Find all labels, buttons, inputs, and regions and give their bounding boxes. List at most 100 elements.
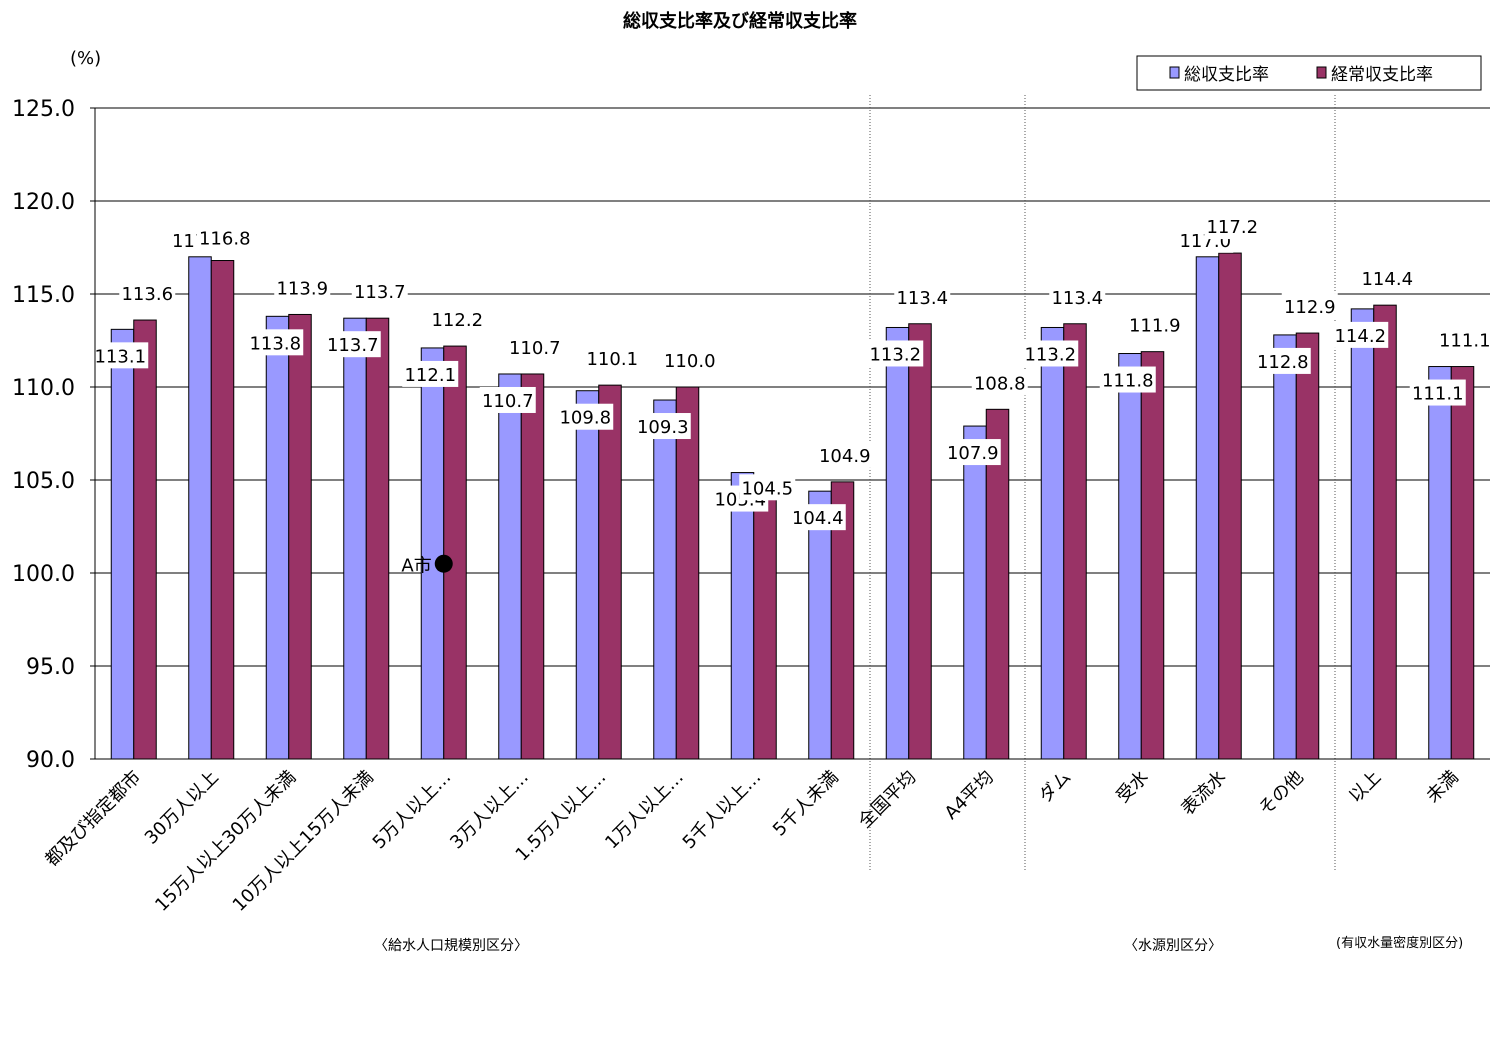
a-city-marker: A市: [401, 554, 453, 577]
label-bg: [789, 504, 846, 531]
legend-swatch-total: [1169, 66, 1180, 79]
label-bg: [739, 474, 796, 501]
label-bg: [402, 360, 459, 387]
data-label-ordinary: 108.8: [974, 373, 1026, 394]
bar-total: [110, 328, 135, 760]
bar-ordinary: [1295, 332, 1320, 760]
label-bg: [1204, 213, 1261, 240]
label-bg: [274, 274, 331, 301]
data-label-ordinary: 113.7: [354, 282, 406, 303]
data-label-total: 113.1: [94, 346, 146, 367]
x-tick-label: 受水: [1112, 767, 1152, 807]
x-tick-label: 5千人未満: [769, 767, 843, 841]
data-label-ordinary: 113.9: [276, 278, 328, 299]
label-bg: [92, 342, 149, 369]
y-tick-label: 120.0: [12, 190, 75, 215]
data-label-ordinary: 111.1: [1439, 331, 1491, 352]
label-bg: [479, 386, 536, 413]
y-tick-label: 95.0: [26, 655, 75, 680]
data-label-ordinary: 112.9: [1284, 297, 1336, 318]
bar-total: [1040, 326, 1065, 760]
label-bg: [661, 347, 718, 373]
legend: 総収支比率 経常収支比率: [1136, 55, 1482, 91]
y-tick-label: 100.0: [12, 562, 75, 587]
data-label-total: 112.1: [404, 365, 456, 386]
bar-total: [498, 373, 522, 760]
x-tick-label: 1万人以上…: [601, 767, 688, 854]
bar-total: [1428, 366, 1452, 760]
data-label-ordinary: 110.0: [664, 351, 716, 372]
bar-total: [575, 390, 600, 760]
label-bg: [584, 345, 641, 372]
label-bg: [351, 278, 408, 305]
data-label-total: 109.8: [559, 408, 611, 429]
x-tick-label: 5千人以上…: [679, 767, 766, 854]
data-label-total: 110.7: [482, 391, 534, 412]
label-bg: [1099, 366, 1156, 393]
label-bg: [1409, 379, 1466, 406]
data-label-ordinary: 104.5: [741, 478, 793, 499]
x-tick-label: ダム: [1035, 767, 1075, 807]
data-label-total: 114.2: [1334, 326, 1386, 347]
data-label-ordinary: 113.4: [896, 288, 948, 309]
y-tick-label: 90.0: [26, 748, 75, 773]
label-bg: [971, 369, 1028, 396]
data-label-total: 112.8: [1257, 352, 1309, 373]
label-bg: [429, 306, 486, 333]
data-label-ordinary: 110.1: [586, 349, 638, 370]
data-label-total: 111.1: [1412, 384, 1464, 405]
bar-ordinary: [753, 488, 777, 760]
x-tick-label: 表流水: [1177, 767, 1230, 820]
data-label-ordinary: 112.2: [431, 310, 483, 331]
bar-total: [265, 315, 290, 760]
label-bg: [867, 340, 924, 367]
data-label-total: 109.3: [637, 417, 689, 438]
data-label-ordinary: 104.9: [819, 446, 871, 467]
bar-ordinary: [1140, 351, 1165, 760]
data-label-total: 113.8: [249, 333, 301, 354]
label-bg: [1281, 293, 1338, 320]
bar-ordinary: [1450, 366, 1475, 760]
x-tick-label: 未満: [1422, 767, 1462, 807]
x-tick-label: 以上: [1345, 767, 1385, 807]
label-bg: [557, 403, 614, 430]
bar-ordinary: [598, 384, 622, 760]
x-tick-label: 15万人以上30万人未満: [151, 767, 300, 916]
x-tick-label: 3万人以上…: [446, 767, 533, 854]
data-label-ordinary: 111.9: [1129, 316, 1181, 337]
label-bg: [1436, 326, 1493, 353]
data-label-ordinary: 116.8: [199, 229, 251, 250]
y-axis-unit: (%): [70, 48, 101, 69]
bar-total: [963, 425, 987, 760]
x-tick-labels: 都及び指定都市30万人以上15万人以上30万人未満10万人以上15万人未満5万人…: [41, 767, 1462, 916]
label-bg: [1332, 321, 1389, 348]
data-labels: 113.1113.6117.0116.8113.8113.9113.7113.7…: [92, 213, 1493, 531]
bar-total: [1118, 353, 1142, 760]
y-tick-label: 110.0: [12, 376, 75, 401]
label-bg: [1359, 265, 1416, 292]
data-label-total: 113.2: [1024, 344, 1076, 365]
bar-total: [885, 326, 910, 760]
bar-ordinary: [1373, 304, 1397, 760]
bar-ordinary: [1218, 252, 1242, 760]
x-tick-label: 都及び指定都市: [41, 767, 145, 871]
y-tick-labels: 125.0 120.0 115.0 110.0 105.0 100.0 95.0 90.0: [12, 97, 75, 773]
bar-total: [808, 490, 832, 760]
x-tick-label: 10万人以上15万人未満: [229, 767, 378, 916]
group-labels: 〈給水人口規模別区分〉 〈水源別区分〉 (有収水量密度別区分): [374, 935, 1463, 954]
bar-ordinary: [365, 317, 390, 760]
bar-total: [653, 399, 677, 760]
label-bg: [894, 283, 951, 310]
label-bg: [196, 224, 253, 251]
data-label-total: 113.7: [327, 335, 379, 356]
data-label-total: 107.9: [947, 443, 999, 464]
bar-ordinary: [210, 260, 235, 760]
x-tick-label: 全国平均: [855, 767, 921, 833]
a-city-dot: [434, 554, 453, 573]
y-tick-label: 125.0: [12, 97, 75, 122]
bar-ordinary: [520, 373, 545, 760]
bars: [110, 252, 1475, 760]
bar-total: [420, 347, 445, 760]
data-label-ordinary: 117.2: [1206, 217, 1258, 238]
label-bg: [1126, 311, 1183, 338]
